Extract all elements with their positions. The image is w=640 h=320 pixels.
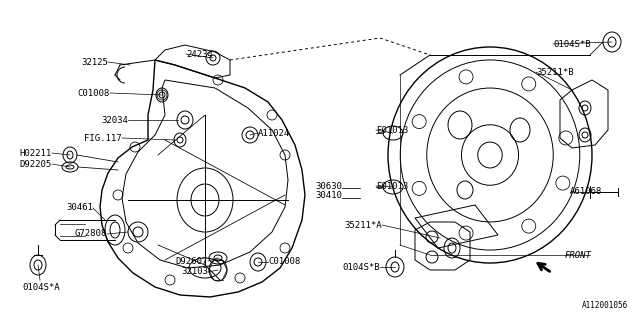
Text: 32103: 32103 — [181, 268, 208, 276]
Text: 0104S*B: 0104S*B — [553, 39, 591, 49]
Text: H02211: H02211 — [20, 148, 52, 157]
Text: 24234: 24234 — [186, 50, 213, 59]
Text: 30410: 30410 — [315, 191, 342, 201]
Text: 35211*B: 35211*B — [536, 68, 573, 76]
Text: 32125: 32125 — [81, 58, 108, 67]
Text: FRONT: FRONT — [565, 252, 592, 260]
Text: A11024: A11024 — [258, 129, 291, 138]
Text: A112001056: A112001056 — [582, 301, 628, 310]
Text: C01008: C01008 — [77, 89, 110, 98]
Text: 32034: 32034 — [101, 116, 128, 124]
Text: E01013: E01013 — [376, 181, 408, 190]
Text: FIG.117: FIG.117 — [84, 133, 122, 142]
Text: 30630: 30630 — [315, 181, 342, 190]
Text: D92607: D92607 — [176, 257, 208, 266]
Text: D92205: D92205 — [20, 159, 52, 169]
Text: A61068: A61068 — [570, 188, 602, 196]
Text: 30461: 30461 — [66, 204, 93, 212]
Text: C01008: C01008 — [268, 258, 300, 267]
Text: 0104S*A: 0104S*A — [22, 284, 60, 292]
Text: 0104S*B: 0104S*B — [342, 262, 380, 271]
Text: E01013: E01013 — [376, 125, 408, 134]
Text: G72808: G72808 — [75, 229, 107, 238]
Text: 35211*A: 35211*A — [344, 220, 382, 229]
